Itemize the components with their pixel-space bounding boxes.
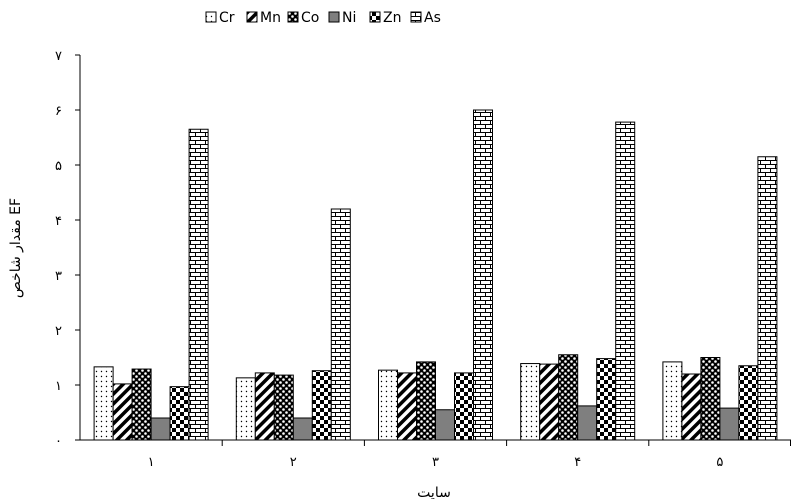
x-tick-label: ۵ (716, 455, 723, 470)
y-axis-ticks: ۰ ۱ ۲ ۳ ۴ ۵ ۶ ۷ (55, 49, 80, 449)
bar-cr-site-5 (662, 361, 683, 441)
bar-cr-site-2 (235, 377, 256, 441)
bar-ni-site-3 (435, 409, 455, 441)
bar-mn-site-1 (112, 383, 133, 441)
x-tick-label: ۳ (432, 455, 439, 470)
y-tick-label: ۶ (55, 104, 62, 119)
bar-as-site-4 (615, 121, 636, 441)
bar-zn-site-1 (169, 386, 190, 441)
bar-mn-site-4 (539, 363, 560, 441)
y-tick-label: ۵ (55, 159, 62, 174)
bar-cr-site-1 (93, 366, 114, 441)
legend-swatch-mn (246, 11, 258, 23)
bar-mn-site-3 (397, 372, 417, 441)
bar-co-site-5 (700, 357, 721, 441)
bar-co-site-4 (558, 354, 579, 441)
bar-mn-site-5 (681, 373, 702, 441)
bar-cr-site-3 (378, 369, 398, 441)
y-tick-label: ۷ (55, 49, 62, 64)
bar-zn-site-4 (596, 358, 617, 441)
legend-label-ni: Ni (342, 10, 356, 26)
bar-ni-site-5 (719, 407, 740, 441)
bar-zn-site-2 (311, 370, 332, 441)
legend-label-as: As (424, 10, 441, 26)
bar-co-site-2 (273, 374, 294, 441)
legend-label-co: Co (301, 10, 319, 26)
x-axis-ticks: ۱ ۲ ۳ ۴ ۵ (148, 440, 791, 470)
bar-cr-site-4 (520, 363, 541, 441)
y-tick-label: ۰ (55, 434, 62, 449)
y-tick-label: ۲ (55, 324, 62, 339)
x-tick-label: ۴ (574, 455, 581, 470)
legend-swatch-zn (369, 11, 381, 23)
bar-as-site-1 (188, 128, 209, 441)
legend-label-mn: Mn (260, 10, 281, 26)
chart-legend: Cr Mn Co Ni Zn As (205, 10, 441, 26)
y-tick-label: ۳ (55, 269, 62, 284)
bar-mn-site-2 (254, 372, 275, 441)
legend-label-zn: Zn (383, 10, 401, 26)
bar-as-site-2 (330, 208, 351, 441)
legend-swatch-as (410, 11, 422, 23)
x-axis-title: سایت (417, 485, 451, 501)
bar-ni-site-1 (150, 417, 171, 441)
bar-co-site-1 (131, 368, 152, 441)
x-tick-label: ۲ (290, 455, 297, 470)
bar-ni-site-2 (292, 417, 313, 441)
y-axis-title: مقدار شاخص EF (8, 198, 24, 298)
y-tick-label: ۴ (55, 214, 62, 229)
legend-label-cr: Cr (219, 10, 235, 26)
bar-as-site-5 (757, 156, 778, 441)
bars-group (93, 109, 778, 441)
legend-swatch-cr (205, 11, 217, 23)
bar-ni-site-4 (577, 405, 598, 441)
x-tick-label: ۱ (148, 455, 155, 470)
legend-swatch-ni (328, 11, 340, 23)
bar-zn-site-3 (454, 372, 474, 441)
y-tick-label: ۱ (55, 379, 62, 394)
legend-swatch-co (287, 11, 299, 23)
bar-as-site-3 (473, 109, 493, 441)
bar-zn-site-5 (738, 365, 759, 441)
bar-co-site-3 (416, 361, 436, 441)
